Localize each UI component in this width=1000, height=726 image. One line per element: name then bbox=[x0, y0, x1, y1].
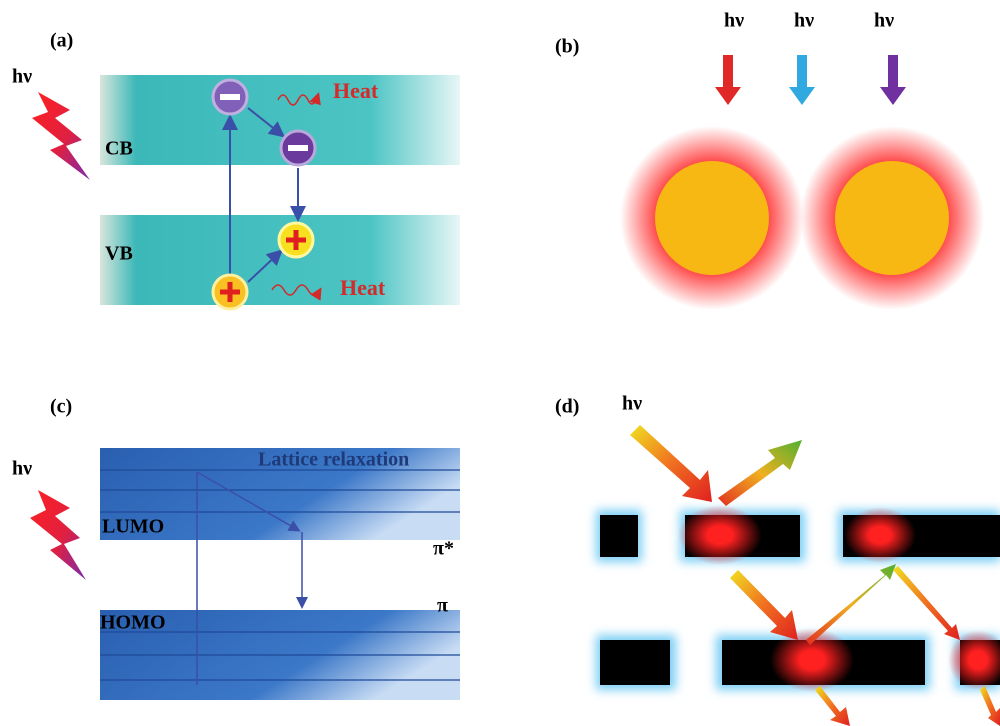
photon-label: hν bbox=[12, 458, 32, 480]
electron bbox=[211, 78, 249, 116]
heat-wave bbox=[277, 92, 321, 106]
nanoparticle bbox=[655, 161, 769, 275]
relax-arrow bbox=[247, 249, 283, 283]
orbital-label: π* bbox=[433, 538, 454, 560]
lumo-band bbox=[100, 448, 460, 540]
relax-arrow bbox=[247, 107, 286, 138]
electron bbox=[279, 129, 317, 167]
heat-label: Heat bbox=[340, 275, 386, 300]
panel-a: (a) hν CB VB Heat Heat bbox=[12, 30, 460, 311]
orbital-label: π bbox=[437, 595, 448, 617]
photon-label: hν bbox=[724, 10, 744, 32]
hole bbox=[277, 221, 315, 259]
heat-label: Heat bbox=[333, 78, 379, 103]
photon-arrow bbox=[789, 55, 815, 105]
level-label: LUMO bbox=[102, 516, 164, 538]
lightning bbox=[32, 92, 90, 180]
light-rays bbox=[630, 425, 1000, 726]
photon-arrow bbox=[880, 55, 906, 105]
panel-d: (d) hν bbox=[555, 393, 1000, 726]
band-label: CB bbox=[105, 138, 133, 160]
lightning bbox=[30, 490, 86, 580]
panel-b: (b) hν hν hν bbox=[555, 10, 984, 310]
photon-label: hν bbox=[622, 393, 642, 415]
valence-band bbox=[100, 215, 460, 305]
level-label: HOMO bbox=[100, 612, 166, 634]
annotation: Lattice relaxation bbox=[258, 449, 409, 471]
nanoparticle bbox=[835, 161, 949, 275]
panel-label: (c) bbox=[50, 396, 72, 418]
sublevels bbox=[100, 469, 460, 681]
band-label: VB bbox=[105, 243, 133, 265]
hole bbox=[211, 273, 249, 311]
photon-label: hν bbox=[874, 10, 894, 32]
heat-wave bbox=[271, 284, 322, 301]
panel-label: (b) bbox=[555, 36, 579, 58]
panel-c: (c) hν Lattice relaxation LUMO HOMO π* π bbox=[12, 396, 460, 700]
photon-label: hν bbox=[794, 10, 814, 32]
panel-label: (d) bbox=[555, 396, 579, 418]
relaxation-arrow bbox=[196, 471, 301, 532]
photon-arrow bbox=[715, 55, 741, 105]
hotspots bbox=[678, 505, 1000, 692]
panel-label: (a) bbox=[50, 30, 73, 52]
photon-label: hν bbox=[12, 66, 32, 88]
